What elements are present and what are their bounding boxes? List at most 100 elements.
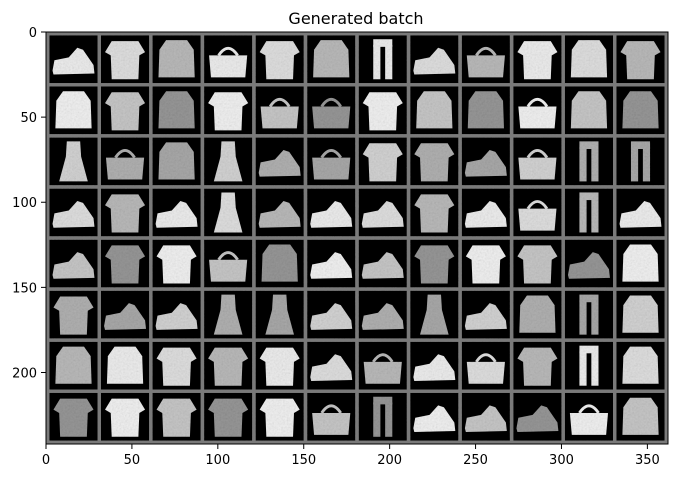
tile-3-8 (461, 188, 510, 237)
tile-0-4 (255, 35, 304, 84)
x-tick-label: 300 (549, 453, 574, 468)
tile-1-2 (152, 86, 201, 135)
axes: 0 50 100 150 200 250 300 350 0 50 100 150 200 (12, 26, 669, 468)
tile-5-0 (49, 290, 98, 339)
axes-frame (45, 31, 669, 445)
tile-2-3 (204, 137, 253, 186)
tile-6-5 (307, 341, 356, 390)
image-area (46, 32, 668, 444)
tile-2-6 (358, 137, 407, 186)
tile-2-9 (513, 137, 562, 186)
tile-1-3 (204, 86, 253, 135)
tile-4-8 (461, 239, 510, 288)
tile-2-5 (307, 137, 356, 186)
tile-4-3 (204, 239, 253, 288)
tile-7-9 (513, 392, 562, 441)
tile-6-4 (255, 341, 304, 390)
tile-3-2 (152, 188, 201, 237)
tile-6-10 (564, 341, 614, 390)
tile-6-1 (100, 341, 150, 390)
tile-1-4 (255, 86, 304, 135)
tile-1-8 (461, 86, 510, 135)
tile-5-4 (255, 290, 304, 339)
tile-6-7 (410, 341, 459, 390)
tile-0-6 (358, 35, 407, 84)
tile-4-5 (307, 239, 356, 288)
x-tick-label: 200 (377, 453, 402, 468)
tile-4-0 (49, 239, 98, 288)
tile-1-6 (358, 86, 407, 135)
tile-2-4 (255, 137, 304, 186)
chart-title: Generated batch (288, 9, 423, 28)
tile-6-11 (616, 341, 665, 390)
tile-1-9 (513, 86, 562, 135)
x-tick-label: 150 (291, 453, 316, 468)
tile-2-2 (152, 137, 201, 186)
tile-6-9 (513, 341, 562, 390)
tile-7-2 (152, 392, 201, 441)
tile-7-10 (564, 392, 614, 441)
tile-7-5 (307, 392, 356, 441)
tile-4-10 (564, 239, 614, 288)
tile-0-0 (49, 35, 98, 84)
y-tick-label: 200 (12, 366, 37, 381)
tile-2-10 (564, 137, 614, 186)
tile-0-1 (100, 35, 150, 84)
tile-6-3 (204, 341, 253, 390)
tile-4-1 (100, 239, 150, 288)
y-tick-label: 0 (29, 26, 37, 41)
tile-2-0 (49, 137, 98, 186)
tile-7-8 (461, 392, 510, 441)
tile-5-10 (564, 290, 614, 339)
x-tick-label: 0 (42, 453, 50, 468)
tile-6-6 (358, 341, 407, 390)
tile-1-0 (49, 86, 98, 135)
tile-5-3 (204, 290, 253, 339)
tile-1-11 (616, 86, 665, 135)
tile-5-6 (358, 290, 407, 339)
tile-7-1 (100, 392, 150, 441)
tile-0-5 (307, 35, 356, 84)
tile-7-6 (358, 392, 407, 441)
tile-5-5 (307, 290, 356, 339)
tile-0-10 (564, 35, 614, 84)
x-tick-label: 350 (635, 453, 660, 468)
tile-5-8 (461, 290, 510, 339)
tile-4-11 (616, 239, 665, 288)
tile-7-11 (616, 392, 665, 441)
x-tick-label: 250 (463, 453, 488, 468)
grid-background (46, 32, 668, 444)
tile-3-0 (49, 188, 98, 237)
tile-2-8 (461, 137, 510, 186)
tile-7-7 (410, 392, 459, 441)
tile-4-7 (410, 239, 459, 288)
x-tick-label: 50 (124, 453, 141, 468)
tile-0-9 (513, 35, 562, 84)
tile-4-9 (513, 239, 562, 288)
tile-0-2 (152, 35, 201, 84)
tile-5-1 (100, 290, 150, 339)
tile-3-3 (204, 188, 253, 237)
tile-6-2 (152, 341, 201, 390)
tile-3-7 (410, 188, 459, 237)
tile-2-1 (100, 137, 150, 186)
tile-7-0 (49, 392, 98, 441)
tile-6-8 (461, 341, 510, 390)
tile-6-0 (49, 341, 98, 390)
tile-3-1 (100, 188, 150, 237)
tile-4-2 (152, 239, 201, 288)
tile-3-9 (513, 188, 562, 237)
tile-1-10 (564, 86, 614, 135)
tile-3-5 (307, 188, 356, 237)
tile-2-11 (616, 137, 665, 186)
tile-0-8 (461, 35, 510, 84)
tile-3-11 (616, 188, 665, 237)
tile-5-2 (152, 290, 201, 339)
tile-2-7 (410, 137, 459, 186)
tile-7-3 (204, 392, 253, 441)
tile-3-10 (564, 188, 614, 237)
tile-3-6 (358, 188, 407, 237)
tile-5-9 (513, 290, 562, 339)
tile-4-6 (358, 239, 407, 288)
